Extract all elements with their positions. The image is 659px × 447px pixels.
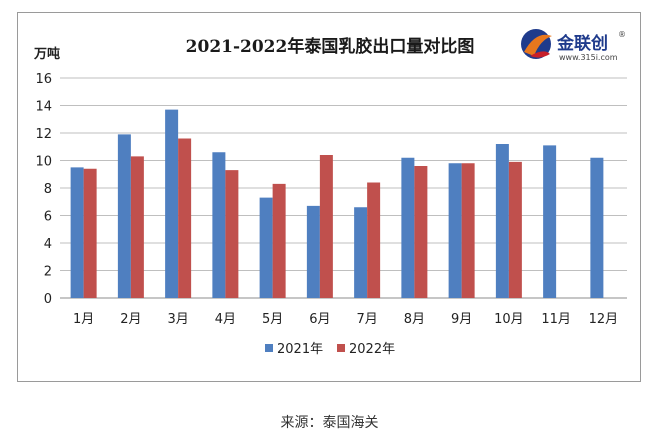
- y-tick-label: 8: [44, 182, 52, 197]
- chart-title: 2021-2022年泰国乳胶出口量对比图: [186, 36, 475, 57]
- company-logo: 金联创 www.315i.com ®: [521, 29, 626, 62]
- x-tick-label: 3月: [167, 312, 188, 327]
- bar-2021-3: [165, 109, 179, 298]
- y-tick-label: 12: [35, 127, 52, 142]
- legend-label-2022: 2022年: [349, 342, 395, 357]
- bar-2021-5: [259, 197, 273, 298]
- bar-2022-10: [508, 161, 522, 298]
- logo-url: www.315i.com: [559, 53, 618, 62]
- x-tick-label: 11月: [541, 312, 571, 327]
- y-tick-label: 16: [35, 72, 52, 87]
- bar-2022-1: [83, 168, 97, 298]
- x-tick-label: 10月: [494, 312, 524, 327]
- y-tick-label: 2: [44, 265, 52, 280]
- x-tick-label: 12月: [589, 312, 619, 327]
- bar-2021-10: [495, 144, 509, 298]
- legend-swatch-2022: [337, 344, 345, 352]
- y-axis-unit: 万吨: [33, 46, 60, 62]
- legend: 2021年 2022年: [265, 342, 395, 357]
- legend-swatch-2021: [265, 344, 273, 352]
- y-tick-label: 0: [44, 292, 52, 307]
- bar-2022-3: [178, 138, 192, 298]
- bar-2021-2: [117, 134, 131, 298]
- bar-2022-5: [272, 183, 286, 298]
- y-tick-labels: 0 2 4 6 8 10 12 14 16: [35, 72, 52, 307]
- y-tick-label: 14: [35, 100, 52, 115]
- source-note: 来源：泰国海关: [280, 415, 379, 431]
- bar-2021-12: [590, 157, 604, 298]
- bar-2022-7: [367, 182, 381, 298]
- x-tick-label: 7月: [356, 312, 377, 327]
- x-tick-label: 9月: [451, 312, 472, 327]
- y-tick-label: 10: [35, 155, 52, 170]
- bar-2021-4: [212, 152, 226, 298]
- y-tick-label: 6: [44, 210, 52, 225]
- bar-2022-9: [461, 163, 475, 298]
- bar-2021-9: [448, 163, 462, 298]
- gridlines: [60, 77, 627, 299]
- x-tick-labels: 1月 2月 3月 4月 5月 6月 7月 8月 9月 10月 11月 12月: [73, 312, 618, 327]
- bar-2022-6: [319, 155, 333, 298]
- logo-name: 金联创: [556, 33, 608, 54]
- logo-emblem-swoosh-icon: [524, 34, 552, 56]
- logo-registered: ®: [618, 30, 626, 39]
- bar-2022-8: [414, 166, 428, 298]
- bar-2021-1: [70, 167, 84, 298]
- x-tick-label: 1月: [73, 312, 94, 327]
- logo-emblem-accent-icon: [530, 51, 550, 58]
- bar-2021-11: [543, 145, 557, 298]
- legend-label-2021: 2021年: [277, 342, 323, 357]
- bar-2021-8: [401, 157, 415, 298]
- x-tick-label: 5月: [262, 312, 283, 327]
- bar-2021-6: [306, 205, 320, 298]
- bars: [70, 109, 604, 298]
- bar-2022-4: [225, 170, 239, 298]
- x-tick-label: 2月: [120, 312, 141, 327]
- x-tick-label: 8月: [404, 312, 425, 327]
- y-tick-label: 4: [44, 237, 52, 252]
- x-tick-label: 6月: [309, 312, 330, 327]
- bar-2021-7: [354, 207, 368, 298]
- x-tick-label: 4月: [215, 312, 236, 327]
- bar-2022-2: [130, 156, 144, 298]
